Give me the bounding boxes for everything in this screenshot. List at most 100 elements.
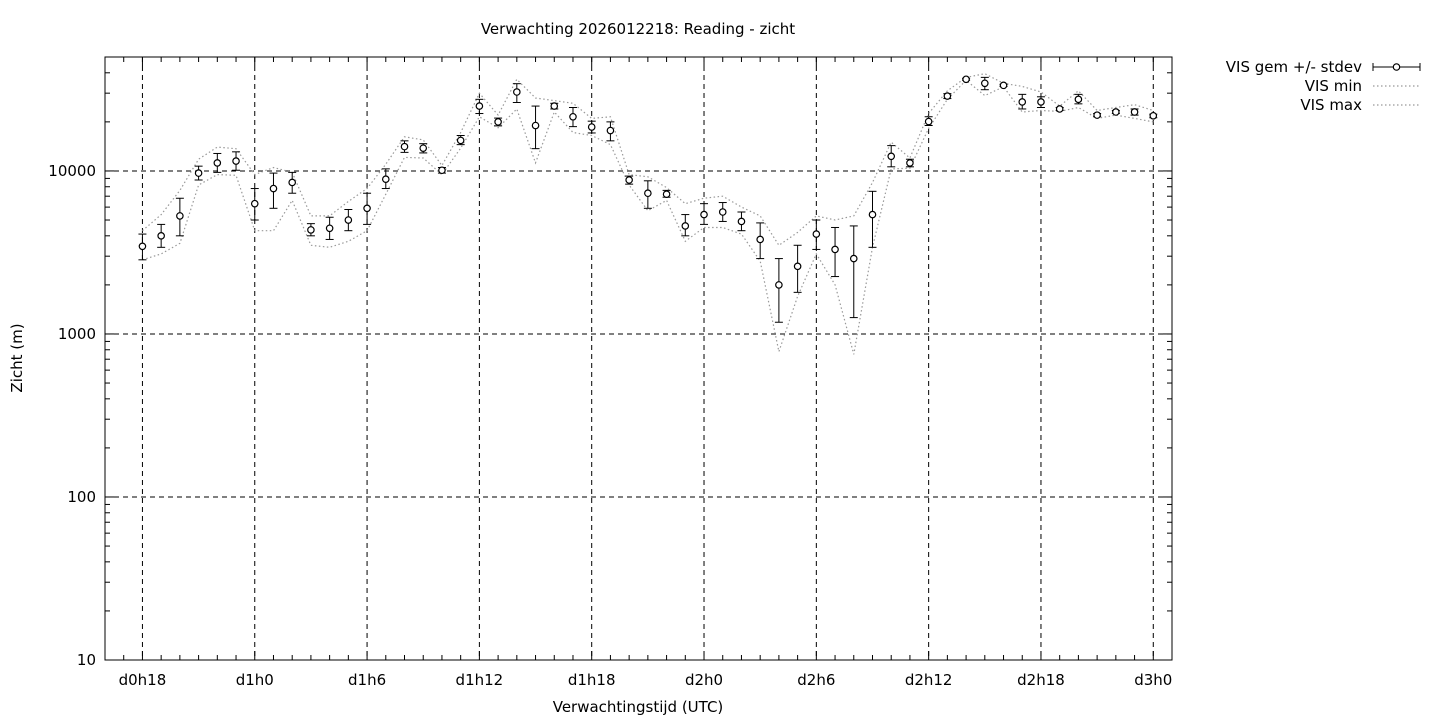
data-point: [1055, 105, 1064, 113]
data-point: [456, 134, 465, 146]
point-marker: [718, 208, 727, 216]
point-marker: [1018, 98, 1027, 106]
data-point: [812, 219, 821, 250]
point-marker: [456, 136, 465, 145]
point-marker: [475, 102, 484, 110]
data-point: [1093, 111, 1102, 119]
point-marker: [381, 175, 390, 183]
point-marker: [756, 235, 764, 244]
data-point: [681, 214, 690, 237]
point-marker: [325, 224, 334, 233]
data-point: [138, 233, 147, 261]
data-point: [868, 190, 877, 248]
point-marker: [831, 245, 839, 254]
point-marker: [213, 159, 222, 167]
point-marker: [606, 126, 615, 135]
y-tick-label: 10: [77, 651, 96, 669]
legend-label: VIS max: [1300, 96, 1362, 114]
point-marker: [176, 212, 184, 220]
point-marker: [625, 176, 633, 184]
point-marker: [250, 199, 259, 208]
x-tick-label: d1h12: [456, 671, 504, 689]
data-point: [531, 105, 540, 150]
point-marker: [775, 281, 783, 289]
y-tick-label: 100: [67, 488, 96, 506]
point-marker: [194, 169, 203, 177]
point-marker: [269, 184, 278, 193]
y-axis-label: Zicht (m): [8, 323, 26, 392]
data-point: [269, 172, 278, 209]
data-point: [1130, 108, 1139, 116]
point-marker: [307, 226, 315, 234]
point-marker: [999, 81, 1008, 90]
point-marker: [1037, 98, 1045, 106]
point-marker: [400, 142, 409, 151]
data-point: [306, 223, 315, 237]
data-point: [905, 158, 914, 168]
point-marker: [438, 166, 446, 175]
data-point: [700, 203, 709, 225]
data-point: [718, 202, 727, 222]
point-marker: [662, 190, 671, 199]
point-marker: [550, 102, 559, 110]
data-point: [1111, 108, 1120, 116]
point-marker: [232, 157, 240, 165]
data-point: [381, 168, 390, 190]
point-marker: [138, 242, 147, 251]
data-point: [587, 120, 596, 134]
point-marker: [513, 88, 521, 96]
data-point: [793, 244, 802, 293]
data-point: [943, 92, 952, 100]
data-point: [887, 145, 896, 168]
x-tick-label: d0h18: [119, 671, 167, 689]
series-line-vis-min: [142, 79, 1154, 355]
point-marker: [868, 210, 877, 219]
data-point: [400, 140, 409, 153]
data-point: [494, 117, 503, 127]
data-point: [756, 222, 765, 260]
chart-title: Verwachting 2026012218: Reading - zicht: [481, 20, 795, 38]
data-point: [568, 107, 577, 128]
point-marker: [849, 254, 858, 263]
point-marker: [494, 118, 502, 126]
data-point: [999, 81, 1008, 90]
data-point: [419, 143, 428, 154]
data-point: [194, 165, 203, 181]
point-marker: [981, 79, 989, 88]
x-tick-label: d2h18: [1017, 671, 1065, 689]
data-point: [1149, 111, 1158, 120]
data-point: [849, 225, 858, 319]
data-point: [643, 180, 652, 209]
data-point: [157, 223, 166, 248]
point-marker: [681, 222, 690, 230]
legend-swatch-marker: [1392, 63, 1401, 71]
point-marker: [737, 217, 746, 226]
data-point: [980, 76, 989, 91]
point-marker: [157, 232, 165, 240]
data-point: [1074, 93, 1083, 105]
point-marker: [344, 216, 353, 224]
legend-label: VIS min: [1305, 77, 1362, 95]
data-point: [344, 209, 353, 232]
point-marker: [644, 189, 652, 198]
point-marker: [288, 178, 296, 187]
point-marker: [1055, 105, 1064, 113]
data-point: [175, 197, 184, 237]
point-marker: [812, 230, 821, 238]
x-tick-label: d1h0: [236, 671, 274, 689]
data-point: [1018, 93, 1027, 110]
data-point: [662, 189, 671, 199]
data-point: [774, 258, 783, 323]
data-point: [606, 121, 615, 142]
y-tick-label: 1000: [58, 325, 96, 343]
point-marker: [1112, 108, 1120, 116]
data-point: [512, 83, 521, 103]
x-tick-label: d3h0: [1134, 671, 1172, 689]
data-point: [363, 192, 372, 225]
point-marker: [531, 121, 540, 130]
data-point: [737, 211, 746, 232]
series-line-vis-max: [142, 73, 1154, 247]
point-marker: [363, 204, 371, 213]
